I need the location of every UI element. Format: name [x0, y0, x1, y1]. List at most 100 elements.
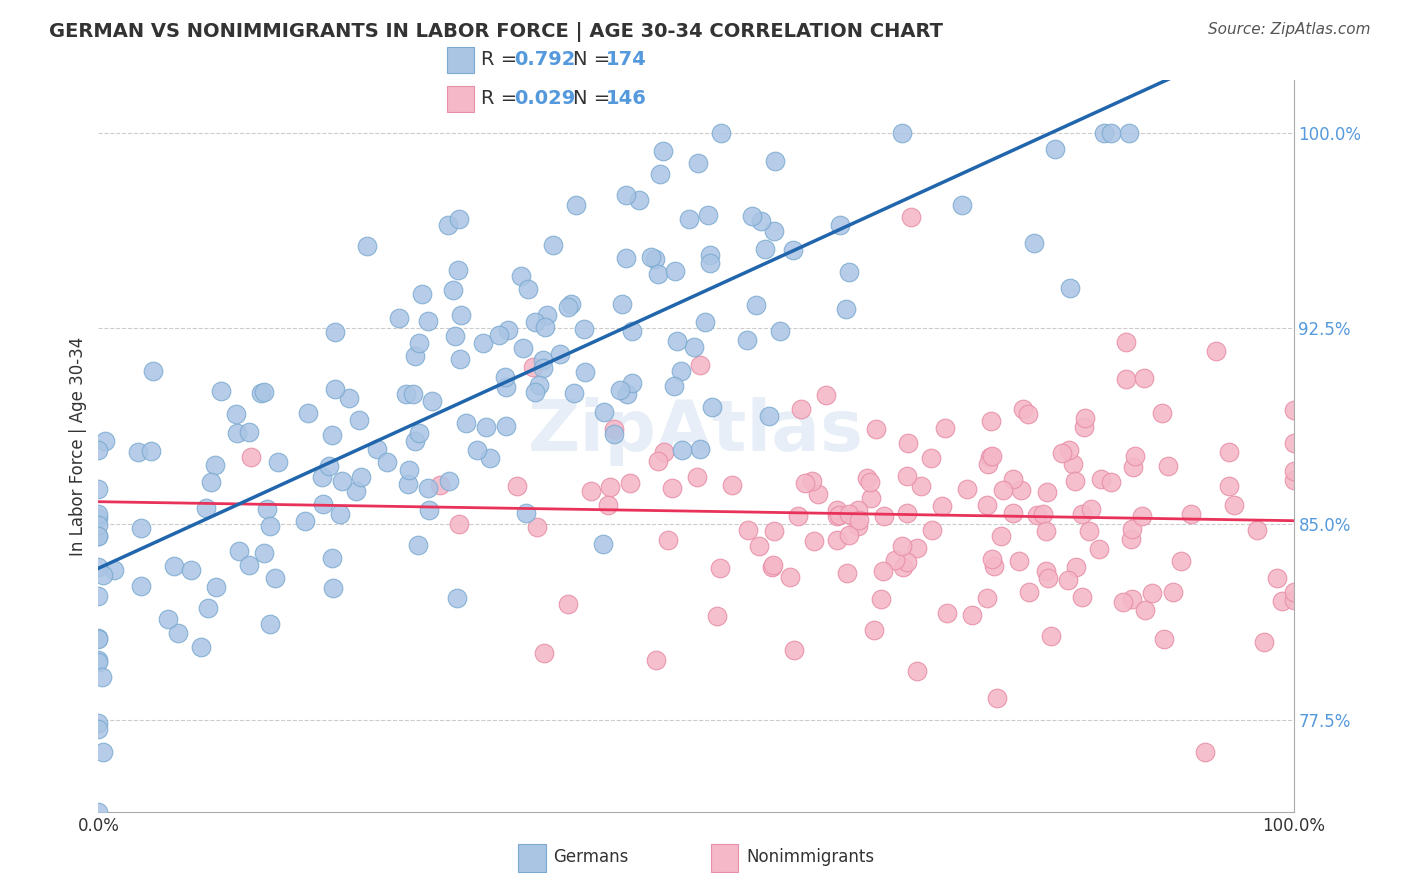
Point: [1157, 459, 1180, 474]
Point: [789, 402, 811, 417]
Point: [1071, 591, 1094, 605]
Point: [1194, 746, 1216, 760]
Point: [197, 600, 219, 615]
Point: [1170, 554, 1192, 568]
Point: [741, 209, 763, 223]
Point: [450, 308, 472, 322]
Point: [838, 528, 860, 542]
Point: [699, 248, 721, 262]
Point: [697, 207, 720, 221]
Point: [825, 533, 848, 547]
Point: [531, 361, 554, 376]
Point: [87, 529, 110, 543]
Point: [1062, 458, 1084, 472]
Text: GERMAN VS NONIMMIGRANTS IN LABOR FORCE | AGE 30-34 CORRELATION CHART: GERMAN VS NONIMMIGRANTS IN LABOR FORCE |…: [49, 22, 943, 42]
Point: [710, 126, 733, 140]
Point: [541, 237, 564, 252]
Point: [87, 507, 110, 521]
Point: [599, 480, 621, 494]
Point: [891, 560, 914, 574]
Point: [956, 483, 979, 497]
Point: [129, 521, 152, 535]
Point: [157, 612, 180, 626]
Point: [592, 537, 614, 551]
Point: [761, 559, 783, 574]
Point: [990, 529, 1012, 543]
Point: [1132, 371, 1154, 385]
Point: [1282, 402, 1305, 417]
Point: [408, 336, 430, 351]
Point: [1115, 372, 1137, 386]
Point: [449, 352, 471, 367]
Point: [828, 218, 851, 232]
Point: [1036, 571, 1059, 585]
Point: [1090, 472, 1112, 486]
Point: [748, 539, 770, 553]
Point: [356, 239, 378, 253]
Point: [762, 558, 785, 572]
Point: [444, 328, 467, 343]
Point: [1073, 419, 1095, 434]
Point: [494, 369, 516, 384]
Point: [167, 626, 190, 640]
Point: [896, 506, 918, 520]
Point: [910, 479, 932, 493]
Point: [523, 315, 546, 329]
Point: [129, 579, 152, 593]
Point: [986, 691, 1008, 706]
Point: [259, 519, 281, 533]
Point: [402, 387, 425, 401]
Point: [441, 284, 464, 298]
Point: [645, 652, 668, 666]
Text: N =: N =: [574, 89, 616, 108]
Point: [890, 126, 912, 140]
Point: [856, 471, 879, 485]
Point: [980, 414, 1002, 428]
Point: [311, 469, 333, 483]
Point: [905, 665, 928, 679]
Point: [872, 564, 894, 578]
Point: [693, 315, 716, 329]
Point: [1032, 507, 1054, 521]
Point: [1010, 483, 1032, 497]
Text: Germans: Germans: [554, 848, 628, 866]
Point: [456, 416, 478, 430]
Point: [865, 421, 887, 435]
Point: [648, 167, 671, 181]
Point: [669, 363, 692, 377]
Point: [475, 419, 498, 434]
Point: [976, 498, 998, 512]
Point: [226, 425, 249, 440]
Point: [404, 434, 426, 448]
Point: [863, 623, 886, 637]
Point: [603, 422, 626, 436]
Point: [87, 655, 110, 669]
Point: [195, 501, 218, 516]
Point: [592, 405, 614, 419]
Point: [1121, 591, 1143, 606]
Point: [94, 434, 117, 448]
Point: [920, 451, 942, 466]
Point: [1002, 506, 1025, 520]
Point: [418, 503, 440, 517]
Point: [238, 425, 260, 440]
Text: Nonimmigrants: Nonimmigrants: [747, 848, 875, 866]
Point: [190, 640, 212, 655]
Point: [1205, 344, 1227, 359]
Point: [557, 300, 579, 314]
Point: [240, 450, 263, 464]
Point: [1043, 142, 1066, 156]
Point: [661, 481, 683, 495]
Point: [666, 334, 689, 348]
Point: [321, 428, 343, 442]
Point: [1035, 564, 1057, 578]
Point: [406, 538, 429, 552]
Point: [620, 376, 643, 390]
Point: [163, 558, 186, 573]
Point: [825, 509, 848, 524]
Point: [87, 560, 110, 574]
Point: [678, 212, 700, 227]
Point: [1064, 560, 1087, 574]
Point: [267, 455, 290, 469]
Point: [375, 454, 398, 468]
